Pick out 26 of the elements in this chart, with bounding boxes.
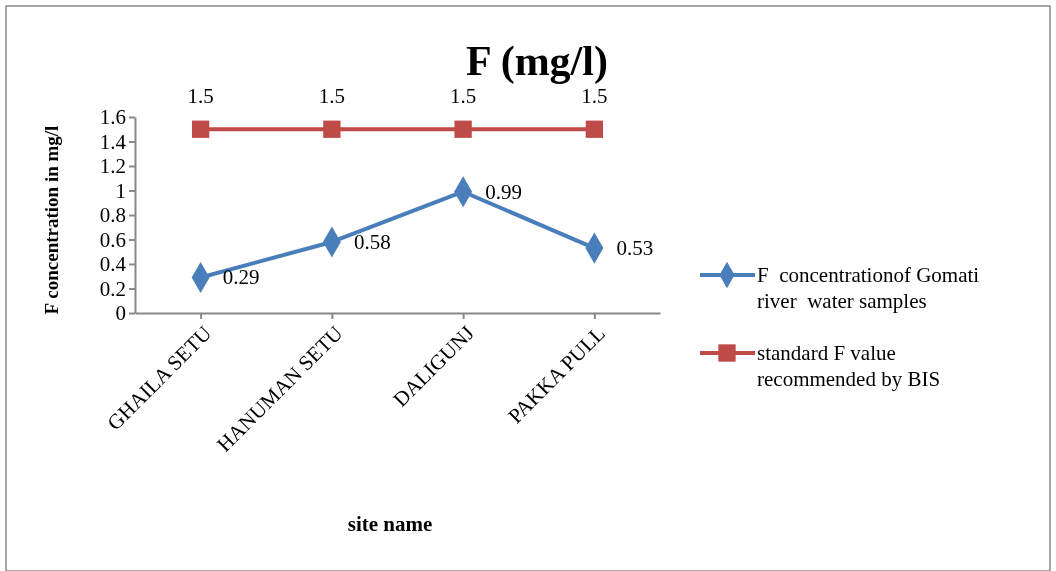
y-tick-label: 1.6 — [99, 105, 126, 130]
y-tick-label: 1 — [115, 178, 126, 203]
data-label: 1.5 — [318, 84, 345, 109]
y-tick-label: 1.2 — [99, 154, 126, 179]
y-tick-label: 0.6 — [99, 227, 126, 252]
chart-title: F (mg/l) — [466, 38, 608, 85]
y-tick-label: 0 — [115, 301, 126, 326]
legend-label: F concentrationof Gomati river water samples — [757, 263, 980, 313]
data-label: 0.53 — [616, 236, 654, 261]
data-label: 1.5 — [450, 84, 477, 109]
point — [323, 120, 341, 138]
point — [191, 120, 210, 138]
data-label: 0.99 — [485, 179, 522, 204]
data-label: 1.5 — [581, 84, 608, 109]
y-tick-label: 0.2 — [99, 276, 126, 301]
legend-label: standard F value recommended by BIS — [757, 341, 941, 391]
point — [585, 120, 604, 138]
x-axis-title: site name — [347, 512, 433, 536]
y-tick-label: 0.8 — [99, 203, 126, 228]
y-tick-label: 1.4 — [99, 129, 127, 154]
data-label: 0.29 — [222, 265, 260, 290]
point — [454, 120, 472, 138]
data-label: 1.5 — [187, 84, 214, 109]
y-tick-label: 0.4 — [99, 252, 127, 277]
y-axis-title: F concentration in mg/l — [41, 125, 62, 315]
data-label: 0.58 — [353, 229, 391, 254]
